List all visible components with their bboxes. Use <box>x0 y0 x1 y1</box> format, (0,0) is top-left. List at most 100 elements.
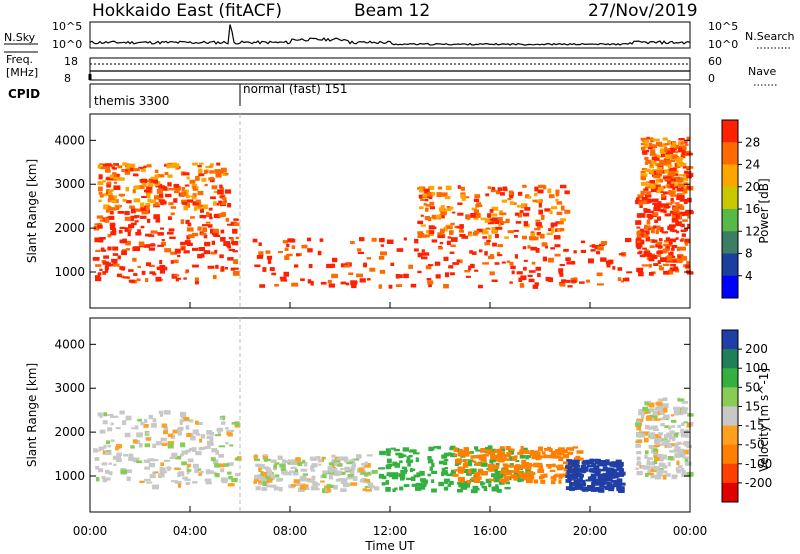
data-cell <box>653 174 660 179</box>
data-cell <box>253 455 258 459</box>
data-cell <box>190 435 196 441</box>
data-cell <box>498 475 504 479</box>
data-cell <box>420 224 426 227</box>
data-cell <box>168 228 175 232</box>
data-cell <box>146 481 153 484</box>
data-cell <box>682 177 689 181</box>
data-cell <box>334 463 339 467</box>
data-cell <box>671 425 676 428</box>
data-cell <box>157 232 164 236</box>
data-cell <box>500 468 505 473</box>
data-cell <box>416 472 421 478</box>
data-cell <box>680 223 685 228</box>
data-cell <box>590 473 596 477</box>
data-cell <box>321 456 326 460</box>
data-cell <box>107 181 112 185</box>
data-cell <box>559 264 565 267</box>
data-cell <box>216 162 221 166</box>
data-cell <box>649 164 654 168</box>
data-cell <box>428 264 434 267</box>
data-cell <box>563 248 569 252</box>
data-cell <box>331 273 338 279</box>
data-cell <box>535 222 542 227</box>
data-cell <box>200 470 204 474</box>
data-cell <box>287 459 295 463</box>
data-cell <box>173 274 180 277</box>
data-cell <box>651 169 659 172</box>
data-cell <box>510 265 516 270</box>
data-cell <box>200 208 204 213</box>
data-cell <box>490 189 496 193</box>
data-cell <box>111 258 118 263</box>
data-cell <box>490 454 497 460</box>
data-cell <box>227 223 232 226</box>
data-cell <box>586 464 593 468</box>
data-cell <box>654 219 658 223</box>
data-cell <box>640 137 648 141</box>
data-cell <box>363 479 371 482</box>
data-cell <box>112 253 119 256</box>
data-cell <box>192 193 197 198</box>
data-cell <box>146 164 152 168</box>
data-cell <box>263 458 268 462</box>
data-cell <box>448 452 456 455</box>
data-cell <box>658 411 665 415</box>
data-cell <box>648 263 652 268</box>
data-cell <box>227 462 234 466</box>
data-cell <box>104 451 112 456</box>
data-cell <box>555 221 560 224</box>
data-cell <box>642 247 647 250</box>
data-cell <box>148 414 153 420</box>
data-cell <box>267 259 272 264</box>
data-cell <box>618 484 622 488</box>
data-cell <box>487 445 493 450</box>
data-cell <box>283 271 289 277</box>
data-cell <box>413 452 420 455</box>
data-cell <box>431 479 435 484</box>
data-cell <box>484 218 490 223</box>
data-cell <box>665 150 670 155</box>
data-cell <box>108 462 112 465</box>
data-cell <box>386 239 394 244</box>
data-cell <box>669 191 675 196</box>
data-cell <box>653 460 658 465</box>
data-cell <box>438 247 443 250</box>
data-cell <box>537 225 543 228</box>
data-cell <box>514 455 518 459</box>
data-cell <box>133 273 138 276</box>
data-cell <box>450 272 455 276</box>
data-cell <box>99 219 105 222</box>
colorbar-swatch <box>722 231 738 254</box>
data-cell <box>110 413 114 419</box>
data-cell <box>425 207 429 212</box>
data-cell <box>429 466 433 471</box>
data-cell <box>670 145 677 150</box>
data-cell <box>356 248 362 252</box>
data-cell <box>675 202 680 205</box>
data-cell <box>650 467 657 473</box>
colorbar-tick: 100 <box>745 361 768 375</box>
data-cell <box>390 447 396 450</box>
data-cell <box>453 447 458 452</box>
data-cell <box>97 224 103 229</box>
colorbar-swatch <box>722 164 738 188</box>
freq-tick-top: 18 <box>64 55 78 68</box>
data-cell <box>429 206 435 210</box>
data-cell <box>286 471 292 476</box>
data-cell <box>670 251 674 256</box>
data-cell <box>156 189 163 194</box>
data-cell <box>150 199 157 204</box>
data-cell <box>300 278 305 281</box>
data-cell <box>295 457 301 462</box>
data-cell <box>449 480 454 485</box>
data-cell <box>551 206 558 210</box>
data-cell <box>154 471 159 474</box>
data-cell <box>620 482 626 486</box>
data-cell <box>112 172 117 177</box>
data-cell <box>428 194 433 200</box>
data-cell <box>465 484 470 488</box>
data-cell <box>225 217 230 222</box>
data-cell <box>271 272 277 276</box>
data-cell <box>489 209 494 213</box>
data-cell <box>343 265 350 268</box>
